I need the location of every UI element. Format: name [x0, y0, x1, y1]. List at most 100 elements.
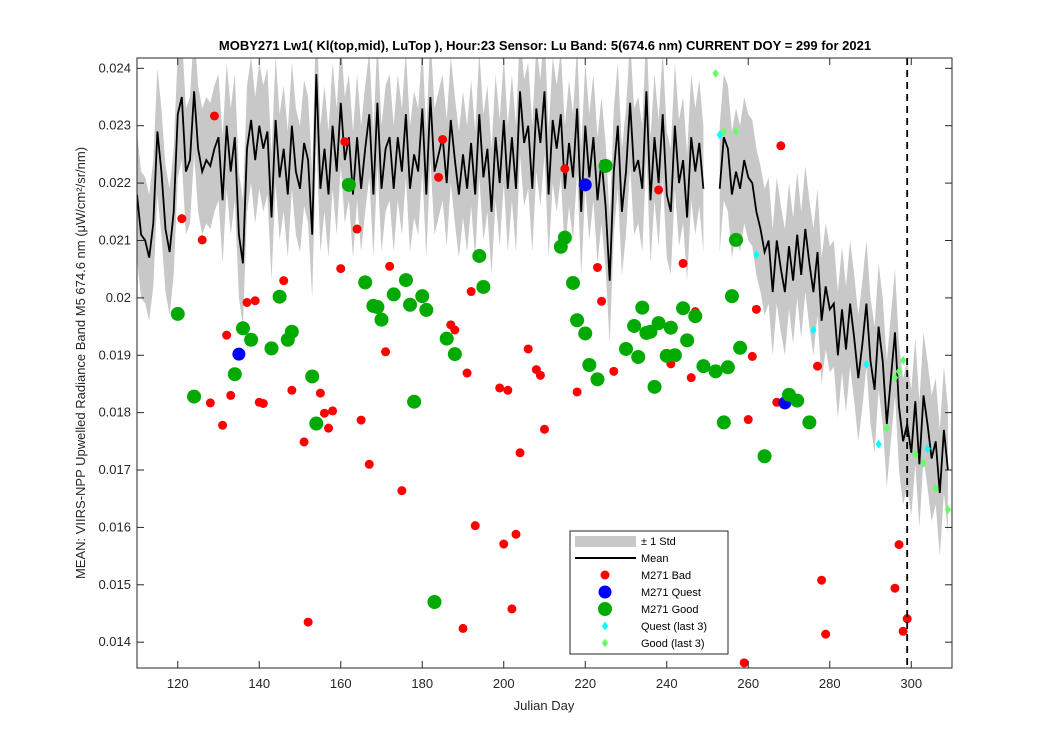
m271-good-point	[724, 289, 739, 304]
m271-bad-point	[209, 111, 219, 121]
m271-good-point	[708, 364, 723, 379]
legend-label: Quest (last 3)	[641, 621, 707, 633]
y-tick-label: 0.019	[98, 347, 131, 362]
legend-entry: M271 Quest	[598, 585, 701, 599]
legend-entry: M271 Bad	[600, 570, 691, 582]
legend-label: M271 Bad	[641, 570, 691, 582]
m271-bad-point	[751, 304, 761, 314]
m271-bad-point	[821, 629, 831, 639]
m271-good-point	[427, 595, 442, 610]
m271-bad-point	[686, 373, 696, 383]
good-last-3-point	[899, 355, 907, 365]
m271-bad-point	[678, 258, 688, 268]
m271-bad-point	[898, 626, 908, 636]
m271-bad-point	[450, 325, 460, 335]
m271-bad-point	[218, 420, 228, 430]
m271-bad-point	[336, 264, 346, 274]
m271-good-point	[419, 302, 434, 317]
quest-last-3-point	[810, 325, 817, 335]
m271-good-point	[374, 312, 389, 327]
m271-bad-point	[177, 214, 187, 224]
m271-bad-point	[242, 297, 252, 307]
m271-good-point	[696, 359, 711, 374]
m271-bad-point	[303, 617, 313, 627]
good-last-3-point	[932, 483, 939, 493]
m271-good-point	[187, 389, 202, 404]
m271-good-point	[757, 449, 772, 464]
std-band-2	[719, 74, 948, 557]
m271-good-point	[309, 416, 324, 431]
m271-bad-point	[222, 330, 232, 340]
m271-bad-point	[817, 575, 827, 585]
quest-last-3-point	[863, 359, 870, 369]
m271-good-point	[227, 367, 242, 382]
good-last-3-point	[944, 505, 952, 515]
m271-bad-point	[739, 658, 749, 668]
m271-bad-point	[364, 459, 374, 469]
m271-bad-point	[319, 408, 329, 418]
m271-good-point	[733, 340, 748, 355]
m271-good-point	[398, 273, 413, 288]
m271-bad-point	[511, 529, 521, 539]
m271-good-point	[476, 279, 491, 294]
m271-bad-point	[466, 287, 476, 297]
legend-swatch-marker	[601, 621, 609, 631]
m271-good-point	[647, 379, 662, 394]
m271-bad-point	[205, 398, 215, 408]
m271-bad-point	[499, 539, 509, 549]
m271-good-point	[590, 372, 605, 387]
m271-bad-point	[250, 296, 260, 306]
m271-bad-point	[226, 390, 236, 400]
m271-bad-point	[462, 368, 472, 378]
m271-good-point	[802, 415, 817, 430]
y-tick-label: 0.015	[98, 577, 131, 592]
m271-bad-point	[438, 134, 448, 144]
m271-good-point	[370, 300, 385, 315]
m271-bad-point	[315, 388, 325, 398]
m271-good-point	[439, 331, 454, 346]
good-last-3-point	[891, 373, 899, 383]
legend-entry: ± 1 Std	[575, 536, 676, 548]
legend-swatch-std	[575, 536, 636, 547]
x-tick-label: 180	[411, 676, 433, 691]
m271-good-point	[403, 297, 418, 312]
y-tick-label: 0.02	[106, 290, 131, 305]
legend: ± 1 Std Mean M271 Bad M271 Quest M271 Good Qu…	[569, 530, 729, 655]
m271-good-point	[407, 394, 422, 409]
m271-good-point	[305, 369, 320, 384]
legend-swatch-marker	[598, 585, 612, 599]
m271-good-point	[627, 318, 642, 333]
m271-bad-point	[592, 262, 602, 272]
m271-good-point	[264, 341, 279, 356]
m271-bad-point	[609, 366, 619, 376]
m271-good-point	[570, 313, 585, 328]
m271-good-point	[676, 301, 691, 316]
m271-good-point	[235, 321, 250, 336]
m271-bad-point	[197, 235, 207, 245]
m271-good-point	[716, 415, 731, 430]
m271-good-point	[284, 324, 299, 339]
m271-bad-point	[515, 448, 525, 458]
m271-good-point	[720, 360, 735, 375]
m271-quest-point	[232, 347, 246, 361]
mean-line-2	[718, 136, 949, 494]
y-tick-label: 0.023	[98, 118, 131, 133]
m271-bad-point	[890, 583, 900, 593]
m271-good-point	[631, 349, 646, 364]
m271-good-point	[341, 177, 356, 192]
x-tick-label: 120	[167, 676, 189, 691]
legend-label: ± 1 Std	[641, 536, 676, 548]
m271-good-point	[790, 393, 805, 408]
x-tick-label: 140	[248, 676, 270, 691]
m271-good-point	[358, 275, 373, 290]
m271-good-point	[272, 289, 287, 304]
m271-bad-point	[503, 385, 513, 395]
good-last-3-point	[720, 127, 727, 137]
m271-bad-point	[495, 383, 505, 393]
y-axis-ticks: 0.014 0.015 0.016 0.017 0.018 0.019 0.02 0.021 0…	[98, 60, 952, 649]
points-layer	[170, 68, 952, 668]
m271-bad-point	[397, 486, 407, 496]
y-tick-label: 0.024	[98, 60, 131, 75]
m271-good-point	[635, 300, 650, 315]
legend-label: Mean	[641, 553, 669, 565]
